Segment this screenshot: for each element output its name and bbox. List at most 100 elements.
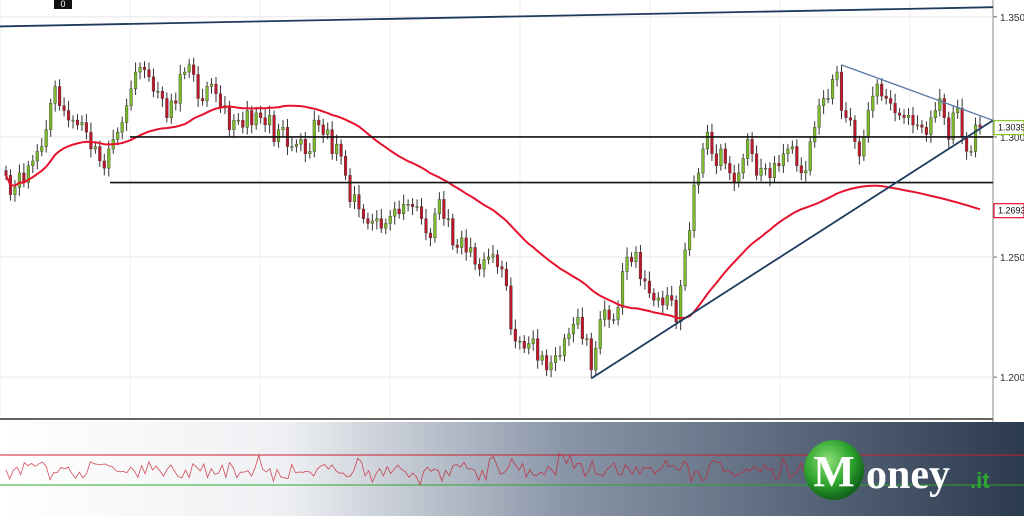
candle-body (714, 153, 718, 166)
candle-body (268, 115, 272, 126)
candle-body (125, 105, 129, 123)
candle-body (44, 129, 48, 147)
corner-tag: 0 (54, 0, 72, 9)
candle-body (513, 328, 517, 342)
candle-body (335, 143, 339, 154)
candle-body (866, 110, 870, 138)
candle-body (728, 163, 732, 174)
candle-body (116, 131, 120, 140)
candle-body (822, 98, 826, 106)
candle-body (723, 148, 727, 164)
candle-body (379, 218, 383, 229)
candle-body (978, 124, 982, 128)
candle-body (746, 139, 750, 159)
candle-body (906, 115, 911, 118)
candle-body (227, 105, 231, 130)
candle-body (446, 218, 450, 220)
candle-body (71, 119, 75, 122)
candle-body (956, 107, 960, 114)
candle-body (768, 167, 772, 178)
candle-body (719, 148, 723, 166)
candle-body (451, 218, 455, 246)
candle-body (156, 91, 160, 93)
candle-body (862, 136, 866, 157)
candle-body (898, 112, 902, 116)
candle-body (384, 223, 388, 229)
candle-body (933, 110, 937, 118)
candle-body (732, 172, 736, 183)
candle-body (428, 232, 432, 239)
candle-body (120, 122, 124, 133)
candle-body (142, 67, 147, 70)
candle-body (196, 74, 200, 99)
candle-body (308, 151, 312, 154)
candle-body (504, 268, 508, 287)
candle-body (151, 76, 155, 92)
candle-body (250, 110, 254, 126)
candle-body (893, 103, 897, 114)
candle-body (415, 206, 419, 208)
candle-body (831, 79, 835, 99)
candle-body (259, 112, 263, 118)
candle-body (464, 237, 468, 253)
candle-body (321, 124, 325, 135)
candle-body (165, 98, 169, 118)
candle-body (737, 172, 741, 183)
candle-body (656, 297, 660, 301)
candle-body (750, 139, 754, 154)
candle-body (835, 71, 839, 80)
candle-body (13, 187, 17, 195)
candle-body (218, 93, 222, 109)
candle-body (366, 218, 370, 224)
candle-body (17, 172, 21, 188)
candle-body (424, 218, 428, 234)
candle-body (781, 153, 785, 166)
candle-body (245, 110, 249, 128)
candle-body (209, 83, 214, 87)
candle-body (187, 64, 191, 73)
y-tick-label: 1.3000 (1000, 133, 1024, 144)
candle-body (107, 148, 111, 169)
candle-body (98, 146, 102, 162)
candle-body (330, 129, 334, 154)
price-chart[interactable]: 1.3500 1.3000 1.2500 1.2000 1.3039 1.2693 (0, 0, 1024, 422)
candle-body (790, 146, 794, 150)
candle-body (89, 131, 93, 150)
candle-body (616, 307, 620, 320)
candle-body (647, 280, 651, 294)
candle-body (138, 67, 142, 73)
candle-body (58, 86, 62, 106)
moving-average-line (5, 104, 981, 320)
candle-body (576, 316, 580, 325)
candle-body (192, 64, 196, 75)
price-label-box (993, 203, 1024, 219)
candle-body (84, 122, 88, 133)
candle-body (419, 206, 424, 219)
money-it-logo: M oney .it (804, 440, 990, 500)
candle-body (263, 117, 267, 126)
candle-body (406, 203, 410, 206)
candle-body (567, 333, 571, 339)
candle-body (174, 100, 178, 104)
candle-body (808, 141, 812, 171)
candle-body (871, 95, 875, 111)
candle-body (545, 355, 549, 371)
candle-body (880, 83, 884, 97)
candle-body (370, 220, 374, 224)
candle-body (924, 127, 928, 135)
logo-suffix: .it (970, 468, 990, 493)
candle-body (889, 98, 893, 104)
candle-body (942, 98, 946, 118)
candle-body (303, 139, 307, 154)
candle-body (236, 119, 240, 122)
candle-body (621, 271, 625, 308)
candle-body (679, 285, 683, 323)
candle-body (813, 127, 817, 142)
candle-body (460, 237, 464, 248)
candle-body (683, 249, 687, 287)
candle-body (375, 218, 379, 222)
candle-body (160, 91, 164, 99)
candle-body (759, 167, 763, 176)
candle-body (527, 343, 531, 349)
